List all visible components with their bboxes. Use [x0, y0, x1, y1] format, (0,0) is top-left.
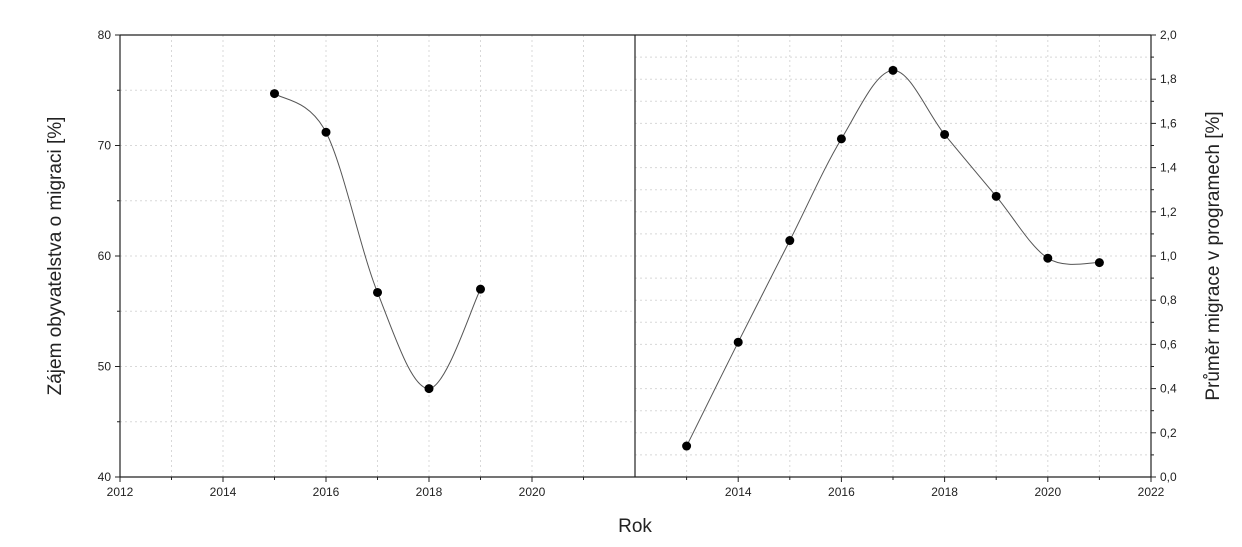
y-tick-label-left: 70	[98, 139, 112, 153]
y-tick-label-right: 1,8	[1160, 72, 1177, 86]
axes-layer	[115, 34, 1156, 482]
right-series-point	[785, 236, 795, 246]
y-tick-label-right: 1,6	[1160, 116, 1177, 130]
x-tick-label: 2016	[828, 485, 855, 499]
y-tick-label-right: 0,6	[1160, 337, 1177, 351]
grid-layer	[120, 35, 1151, 477]
left-series-point	[476, 284, 485, 294]
y-tick-label-right: 1,2	[1160, 205, 1177, 219]
right-series-point	[991, 191, 1001, 201]
left-series-point	[373, 287, 382, 297]
left-series-point	[424, 384, 434, 394]
x-tick-label: 2012	[107, 485, 134, 499]
x-tick-label: 2020	[519, 485, 546, 499]
y-tick-label-right: 0,2	[1160, 426, 1177, 440]
right-series-point	[682, 441, 692, 451]
x-tick-label: 2014	[210, 485, 237, 499]
y-tick-label-left: 80	[98, 28, 112, 42]
right-series-point	[1043, 253, 1053, 263]
left-series-point	[270, 89, 279, 99]
x-tick-label: 2018	[416, 485, 443, 499]
right-series-point	[836, 134, 846, 144]
x-tick-label: 2016	[313, 485, 340, 499]
y-tick-label-right: 1,0	[1160, 249, 1177, 263]
labels-layer: 2012 2014 2016 2018 2020 2014 2016 2018 2020 2022…	[45, 28, 1224, 537]
right-series-point	[888, 65, 898, 75]
right-series-line	[686, 69, 1100, 447]
left-y-axis-title: Zájem obyvatelstva o migraci [%]	[45, 117, 66, 396]
left-series-point	[321, 127, 331, 137]
right-series-point	[733, 337, 743, 347]
right-series-point	[1094, 258, 1104, 268]
y-tick-label-right: 1,4	[1160, 161, 1177, 175]
y-tick-label-right: 0,0	[1160, 470, 1177, 484]
right-y-axis-title: Průměr migrace v programech [%]	[1203, 111, 1224, 400]
x-tick-label: 2014	[725, 485, 752, 499]
y-tick-label-left: 60	[98, 249, 112, 263]
y-tick-label-right: 2,0	[1160, 28, 1177, 42]
y-tick-label-left: 40	[98, 470, 112, 484]
x-axis-title: Rok	[618, 516, 652, 537]
x-tick-label: 2020	[1034, 485, 1061, 499]
y-tick-label-left: 50	[98, 360, 112, 374]
x-tick-label: 2022	[1138, 485, 1165, 499]
y-tick-label-right: 0,8	[1160, 293, 1177, 307]
data-points-layer	[270, 65, 1104, 451]
right-series-point	[940, 129, 950, 139]
x-tick-label: 2018	[931, 485, 958, 499]
y-tick-label-right: 0,4	[1160, 382, 1177, 396]
